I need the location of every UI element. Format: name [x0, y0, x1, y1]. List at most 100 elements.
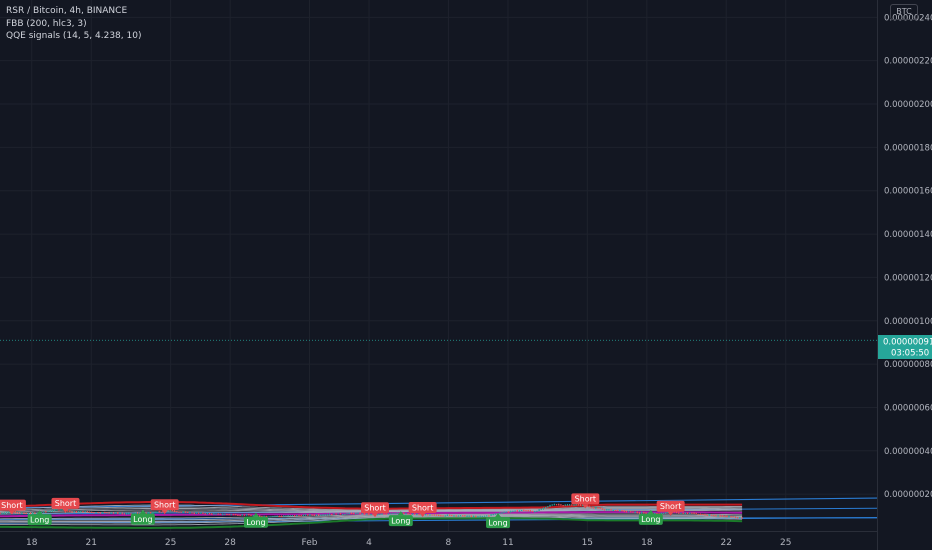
- candle-body: [643, 512, 645, 514]
- candle-body: [490, 514, 492, 516]
- candle-body: [291, 515, 294, 517]
- currency-button[interactable]: BTC: [890, 4, 918, 20]
- candle-body: [154, 511, 156, 513]
- signal-label: Long: [30, 516, 49, 525]
- candle-body: [656, 513, 658, 515]
- candle-body: [477, 516, 479, 518]
- candle-body: [494, 513, 497, 515]
- signal-box: [656, 500, 685, 512]
- candle-body: [411, 513, 414, 515]
- candle-body: [8, 511, 10, 513]
- candle-body: [267, 516, 270, 518]
- chart-legend: RSR / Bitcoin, 4h, BINANCE FBB (200, hlc…: [6, 5, 141, 43]
- candle-body: [328, 514, 331, 516]
- indicator-fbb-label[interactable]: FBB (200, hlc3, 3): [6, 18, 87, 29]
- candle-body: [586, 505, 588, 507]
- candle-body: [32, 512, 34, 514]
- candle-body: [187, 511, 189, 513]
- candle-body: [0, 513, 1, 515]
- candle-body: [520, 509, 523, 511]
- indicator-qqe-label[interactable]: QQE signals (14, 5, 4.238, 10): [6, 31, 142, 41]
- candle-body: [424, 514, 427, 516]
- candle-body: [298, 515, 300, 517]
- trend-line: [0, 497, 878, 509]
- price-tick-label: 0.00000040: [884, 447, 932, 457]
- candle-body: [331, 514, 333, 516]
- candle-body: [99, 512, 102, 514]
- candle-body: [451, 515, 453, 517]
- candle-body: [90, 511, 93, 513]
- candle-body: [675, 511, 678, 513]
- candle-body: [689, 512, 691, 514]
- signal-label: Long: [391, 516, 410, 525]
- candle-body: [706, 514, 708, 516]
- candle-body: [723, 515, 726, 517]
- candle-body: [363, 513, 366, 515]
- candle-body: [693, 512, 695, 514]
- symbol-title[interactable]: RSR / Bitcoin, 4h, BINANCE: [6, 6, 128, 16]
- signal-label: Long: [133, 515, 152, 524]
- candle-body: [25, 512, 27, 514]
- candle-body: [193, 513, 195, 515]
- candle-body: [414, 513, 416, 515]
- signal-pointer: [647, 509, 654, 514]
- candle-body: [444, 515, 446, 517]
- signal-pointer: [36, 510, 43, 515]
- signal-label: Short: [1, 501, 22, 510]
- candle-body: [459, 515, 462, 517]
- candle-body: [195, 512, 198, 514]
- candle-body: [274, 516, 276, 518]
- candle-body: [3, 512, 6, 514]
- candle-body: [457, 515, 460, 517]
- candle-body: [619, 510, 621, 512]
- candle-body: [191, 512, 193, 514]
- short-signal: Short: [656, 500, 685, 516]
- candle-body: [58, 509, 60, 511]
- candlesticks: [0, 503, 743, 519]
- candle-body: [49, 511, 51, 513]
- candle-body: [510, 511, 512, 513]
- short-signal: Short: [361, 502, 390, 518]
- candle-body: [101, 512, 104, 514]
- candle-body: [5, 512, 8, 514]
- signal-box: [130, 513, 155, 525]
- candle-body: [582, 504, 584, 506]
- candle-body: [370, 514, 372, 516]
- candle-body: [686, 512, 689, 514]
- candle-body: [311, 514, 313, 516]
- candle-body: [259, 515, 261, 517]
- candle-body: [630, 511, 632, 513]
- candle-body: [547, 506, 549, 508]
- candle-body: [75, 511, 78, 513]
- short-signal: Short: [408, 502, 437, 518]
- time-scale[interactable]: 18 21 25 28 Feb 4 8 11 15 18 22 25: [26, 538, 791, 548]
- candle-body: [77, 511, 80, 513]
- time-tick-label: 22: [720, 538, 731, 548]
- candle-body: [553, 504, 556, 506]
- candle-body: [226, 514, 228, 516]
- signal-box: [388, 515, 413, 527]
- time-tick-label: 15: [582, 538, 593, 548]
- candle-body: [523, 509, 525, 511]
- signal-box: [571, 493, 600, 505]
- candle-body: [228, 514, 230, 516]
- signal-box: [361, 502, 390, 514]
- signal-label: Short: [55, 499, 76, 508]
- candle-body: [241, 514, 243, 516]
- candle-body: [728, 516, 730, 518]
- candle-body: [560, 504, 562, 506]
- candle-body: [47, 511, 49, 513]
- candle-body: [171, 510, 174, 512]
- signal-pointer: [161, 510, 168, 515]
- candle-body: [252, 515, 254, 517]
- candle-body: [115, 512, 117, 514]
- price-scale[interactable]: 0.00000020 0.00000040 0.00000060 0.00000080…: [884, 13, 932, 500]
- candle-body: [597, 507, 599, 509]
- candle-body: [562, 505, 564, 507]
- price-tick-label: 0.00000240: [884, 13, 932, 23]
- candle-body: [359, 513, 361, 515]
- signal-box: [0, 499, 26, 511]
- candle-body: [481, 515, 484, 517]
